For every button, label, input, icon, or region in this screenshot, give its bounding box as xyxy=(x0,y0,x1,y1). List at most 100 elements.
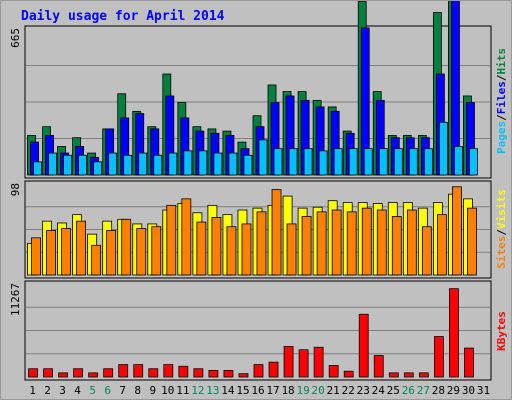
axis-label-separator: / xyxy=(495,229,508,236)
x-tick-label: 13 xyxy=(206,384,219,397)
panel-axis-label: KBytes xyxy=(495,311,508,351)
x-tick-label: 21 xyxy=(327,384,340,397)
bar-sites-day-2 xyxy=(46,230,56,276)
bar-kbytes-day-24 xyxy=(373,355,384,378)
bar-pages-day-7 xyxy=(123,154,133,176)
x-tick-label: 19 xyxy=(296,384,309,397)
bar-pages-day-27 xyxy=(423,148,433,176)
bar-sites-day-28 xyxy=(436,214,447,276)
x-tick-label: 10 xyxy=(161,384,174,397)
bar-sites-day-18 xyxy=(286,223,297,276)
bar-pages-day-17 xyxy=(273,148,283,176)
bar-kbytes-day-12 xyxy=(193,368,204,378)
x-tick-label: 17 xyxy=(266,384,279,397)
bar-kbytes-day-13 xyxy=(208,369,219,378)
bar-pages-day-21 xyxy=(333,148,343,176)
bar-kbytes-day-1 xyxy=(28,368,38,378)
panel-max-label: 98 xyxy=(9,183,22,196)
bar-kbytes-day-10 xyxy=(163,364,174,378)
bar-pages-day-29 xyxy=(454,146,463,176)
panel-kbytes: 11267 KBytes xyxy=(9,280,508,381)
bar-kbytes-day-23 xyxy=(358,313,369,378)
x-tick-label: 26 xyxy=(402,384,415,397)
panel-max-label: 665 xyxy=(9,28,22,48)
bar-kbytes-day-6 xyxy=(103,368,114,378)
x-tick-label: 28 xyxy=(432,384,445,397)
x-tick-label: 14 xyxy=(221,384,235,397)
bar-pages-day-8 xyxy=(138,152,148,176)
x-tick-label: 31 xyxy=(477,384,490,397)
axis-label-sites: Sites xyxy=(495,236,508,269)
bar-pages-day-16 xyxy=(258,139,268,176)
bar-sites-day-19 xyxy=(301,216,312,276)
bar-kbytes-day-14 xyxy=(223,369,234,378)
bar-pages-day-6 xyxy=(108,152,118,176)
bar-sites-day-13 xyxy=(211,217,222,276)
bar-kbytes-day-22 xyxy=(343,370,354,378)
axis-label-separator: / xyxy=(495,74,508,81)
bar-pages-day-4 xyxy=(78,154,88,176)
axis-label-hits: Hits xyxy=(495,48,508,75)
bar-kbytes-day-18 xyxy=(283,346,294,378)
x-tick-label: 16 xyxy=(251,384,264,397)
bar-sites-day-11 xyxy=(181,198,192,276)
bar-sites-day-12 xyxy=(196,221,207,276)
axis-label-separator: / xyxy=(495,114,508,121)
x-tick-label: 12 xyxy=(191,384,204,397)
bar-kbytes-day-11 xyxy=(178,365,189,378)
x-tick-label: 30 xyxy=(462,384,475,397)
bar-kbytes-day-2 xyxy=(43,368,53,378)
bar-sites-day-10 xyxy=(166,204,177,276)
x-tick-label: 27 xyxy=(417,384,430,397)
bar-sites-day-22 xyxy=(346,211,357,276)
x-tick-label: 8 xyxy=(134,384,141,397)
x-tick-label: 29 xyxy=(447,384,460,397)
bar-sites-day-30 xyxy=(467,207,477,276)
chart-title: Daily usage for April 2014 xyxy=(21,9,225,24)
bar-pages-day-30 xyxy=(469,148,478,176)
bar-kbytes-day-16 xyxy=(253,364,264,378)
bar-pages-day-1 xyxy=(33,161,42,176)
axis-label-files: Files xyxy=(495,81,508,114)
x-tick-label: 5 xyxy=(89,384,96,397)
x-tick-label: 3 xyxy=(59,384,66,397)
bar-kbytes-day-25 xyxy=(388,372,399,378)
panel-visits-sites: 98 Sites/Visits xyxy=(9,180,508,279)
bar-pages-day-5 xyxy=(93,161,103,176)
x-tick-label: 20 xyxy=(312,384,325,397)
bar-sites-day-15 xyxy=(241,223,252,276)
bar-kbytes-day-17 xyxy=(268,361,279,378)
bar-pages-day-24 xyxy=(378,148,388,176)
bar-pages-day-19 xyxy=(303,148,313,176)
bar-sites-day-9 xyxy=(151,226,162,276)
bar-kbytes-day-28 xyxy=(433,336,444,378)
bar-pages-day-15 xyxy=(243,154,253,176)
axis-label-kbytes: KBytes xyxy=(495,311,508,351)
bar-pages-day-18 xyxy=(288,148,298,176)
bar-sites-day-16 xyxy=(256,211,267,276)
x-tick-label: 24 xyxy=(372,384,386,397)
bar-kbytes-day-26 xyxy=(403,372,414,378)
bar-kbytes-day-21 xyxy=(328,365,339,378)
bar-sites-day-14 xyxy=(226,226,237,276)
bar-pages-day-26 xyxy=(408,148,418,176)
bar-kbytes-day-5 xyxy=(88,372,99,378)
bar-sites-day-25 xyxy=(391,216,402,276)
bar-sites-day-5 xyxy=(91,244,102,276)
x-tick-label: 15 xyxy=(236,384,249,397)
bar-kbytes-day-19 xyxy=(298,349,309,378)
bar-sites-day-26 xyxy=(406,209,417,276)
bar-sites-day-4 xyxy=(76,220,87,276)
bar-pages-day-9 xyxy=(153,154,163,176)
bar-pages-day-20 xyxy=(318,150,328,176)
bar-kbytes-day-29 xyxy=(449,288,459,378)
bar-pages-day-25 xyxy=(393,148,403,176)
x-tick-label: 4 xyxy=(74,384,81,397)
bar-kbytes-day-8 xyxy=(133,364,144,378)
bar-kbytes-day-20 xyxy=(313,346,324,378)
bar-sites-day-8 xyxy=(136,228,147,276)
bar-pages-day-11 xyxy=(183,150,193,176)
